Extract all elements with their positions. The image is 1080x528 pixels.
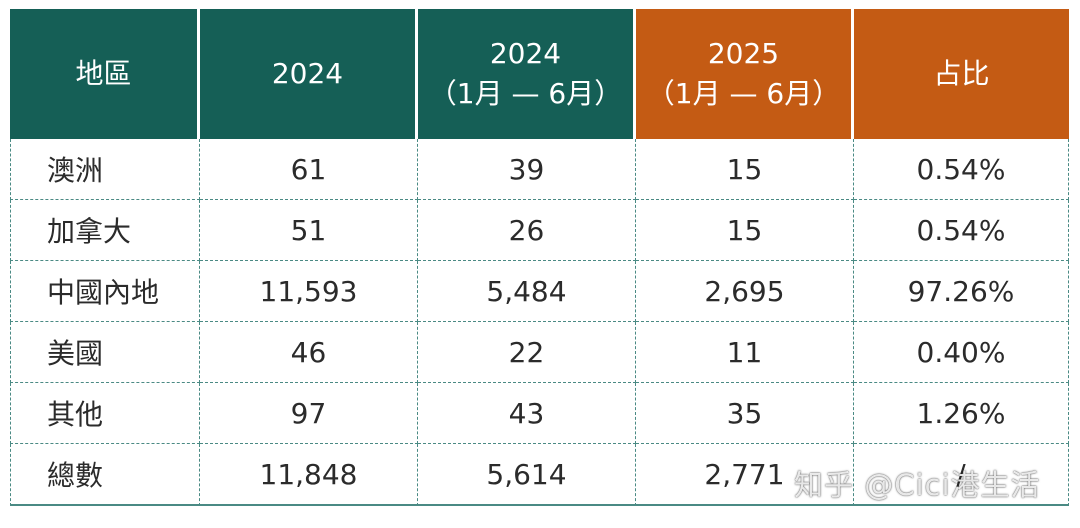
cell-2024: 61 bbox=[200, 139, 418, 200]
cell-share: 1.26% bbox=[854, 383, 1069, 444]
cell-2025-h1: 2,771 bbox=[636, 444, 854, 506]
table-row: 其他 97 43 35 1.26% bbox=[10, 383, 1069, 444]
header-2025-h1-period: （1月 — 6月） bbox=[646, 77, 841, 110]
header-2025-h1: 2025 （1月 — 6月） bbox=[636, 9, 854, 139]
cell-2024-h1: 22 bbox=[418, 322, 636, 383]
statistics-table: 地區 2024 2024 （1月 — 6月） 2025 （1月 — 6月） 占比… bbox=[10, 9, 1069, 506]
header-row: 地區 2024 2024 （1月 — 6月） 2025 （1月 — 6月） 占比 bbox=[10, 9, 1069, 139]
table-header: 地區 2024 2024 （1月 — 6月） 2025 （1月 — 6月） 占比 bbox=[10, 9, 1069, 139]
table-body: 澳洲 61 39 15 0.54% 加拿大 51 26 15 0.54% 中國內… bbox=[10, 139, 1069, 506]
header-2024-h1: 2024 （1月 — 6月） bbox=[418, 9, 636, 139]
table-row-total: 總數 11,848 5,614 2,771 / bbox=[10, 444, 1069, 506]
cell-2025-h1: 35 bbox=[636, 383, 854, 444]
cell-2025-h1: 2,695 bbox=[636, 261, 854, 322]
cell-2025-h1: 11 bbox=[636, 322, 854, 383]
header-2024-h1-year: 2024 bbox=[489, 37, 562, 70]
table-row: 加拿大 51 26 15 0.54% bbox=[10, 200, 1069, 261]
cell-region: 美國 bbox=[10, 322, 200, 383]
cell-region: 總數 bbox=[10, 444, 200, 506]
cell-share: 0.40% bbox=[854, 322, 1069, 383]
cell-share: 97.26% bbox=[854, 261, 1069, 322]
cell-share: 0.54% bbox=[854, 200, 1069, 261]
header-2024: 2024 bbox=[200, 9, 418, 139]
cell-2024: 46 bbox=[200, 322, 418, 383]
header-2024-h1-period: （1月 — 6月） bbox=[428, 77, 623, 110]
table-row: 美國 46 22 11 0.40% bbox=[10, 322, 1069, 383]
cell-region: 澳洲 bbox=[10, 139, 200, 200]
cell-2024-h1: 43 bbox=[418, 383, 636, 444]
cell-2024: 11,593 bbox=[200, 261, 418, 322]
table-row: 澳洲 61 39 15 0.54% bbox=[10, 139, 1069, 200]
cell-2025-h1: 15 bbox=[636, 200, 854, 261]
cell-2024-h1: 26 bbox=[418, 200, 636, 261]
cell-region: 中國內地 bbox=[10, 261, 200, 322]
cell-region: 其他 bbox=[10, 383, 200, 444]
cell-2024-h1: 39 bbox=[418, 139, 636, 200]
cell-share: / bbox=[854, 444, 1069, 506]
cell-2024-h1: 5,484 bbox=[418, 261, 636, 322]
cell-share: 0.54% bbox=[854, 139, 1069, 200]
header-region: 地區 bbox=[10, 9, 200, 139]
header-2025-h1-year: 2025 bbox=[707, 37, 780, 70]
watermark: 知乎 @Cici港生活 bbox=[794, 468, 1041, 502]
cell-2025-h1: 15 bbox=[636, 139, 854, 200]
cell-2024: 11,848 bbox=[200, 444, 418, 506]
cell-2024: 51 bbox=[200, 200, 418, 261]
cell-region: 加拿大 bbox=[10, 200, 200, 261]
header-share: 占比 bbox=[854, 9, 1069, 139]
table-row: 中國內地 11,593 5,484 2,695 97.26% bbox=[10, 261, 1069, 322]
cell-2024: 97 bbox=[200, 383, 418, 444]
cell-2024-h1: 5,614 bbox=[418, 444, 636, 506]
